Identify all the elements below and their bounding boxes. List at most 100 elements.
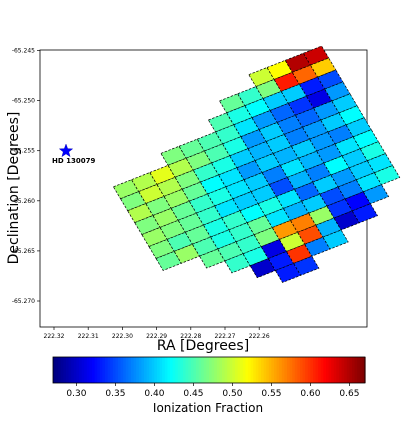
colorbar-segment [172, 357, 176, 383]
colorbar-segment [73, 357, 77, 383]
colorbar-segment [79, 357, 83, 383]
colorbar-segment [99, 357, 103, 383]
colorbar-segment [180, 357, 184, 383]
colorbar-tick-label: 0.50 [222, 389, 242, 399]
colorbar-segment [190, 357, 194, 383]
colorbar-segment [271, 357, 275, 383]
colorbar-segment [245, 357, 249, 383]
colorbar-segment [263, 357, 267, 383]
colorbar-segment [118, 357, 122, 383]
x-tick-label: 222.27 [215, 333, 236, 340]
colorbar-segment [227, 357, 231, 383]
colorbar-segment [131, 357, 135, 383]
colorbar-segment [349, 357, 353, 383]
colorbar-segment [107, 357, 111, 383]
colorbar-segment [66, 357, 70, 383]
colorbar-tick-label: 0.65 [339, 389, 359, 399]
colorbar-segment [167, 357, 171, 383]
colorbar-segment [216, 357, 220, 383]
colorbar-segment [352, 357, 356, 383]
grid-cell [362, 184, 390, 205]
colorbar-segment [102, 357, 106, 383]
colorbar-segment [183, 357, 187, 383]
y-tick-label: -65.255 [12, 148, 35, 155]
x-axis-label: RA [Degrees] [157, 338, 249, 354]
colorbar-segment [248, 357, 252, 383]
colorbar-segment [219, 357, 223, 383]
colorbar [52, 356, 366, 384]
colorbar-tick-label: 0.55 [261, 389, 281, 399]
colorbar-segment [297, 357, 301, 383]
y-ticks: -65.245 -65.250 -65.255 -65.260 -65.265 -65.2… [12, 48, 40, 305]
star-label: HD 130079 [52, 157, 95, 165]
colorbar-segment [237, 357, 241, 383]
colorbar-tick-label: 0.60 [300, 389, 320, 399]
colorbar-segment [357, 357, 361, 383]
colorbar-segment [94, 357, 98, 383]
colorbar-segment [281, 357, 285, 383]
colorbar-segment [346, 357, 350, 383]
colorbar-segment [214, 357, 218, 383]
grid-cell [351, 203, 379, 224]
colorbar-segment [97, 357, 101, 383]
colorbar-segment [235, 357, 239, 383]
colorbar-segment [284, 357, 288, 383]
colorbar-segment [206, 357, 210, 383]
colorbar-segment [344, 357, 348, 383]
colorbar-segment [292, 357, 296, 383]
colorbar-segment [336, 357, 340, 383]
colorbar-tick-label: 0.40 [144, 389, 164, 399]
colorbar-segment [354, 357, 358, 383]
colorbar-segment [287, 357, 291, 383]
colorbar-segment [224, 357, 228, 383]
colorbar-segment [55, 357, 59, 383]
grid-cell [322, 229, 349, 250]
colorbar-frame [52, 356, 366, 384]
colorbar-segment [151, 357, 155, 383]
colorbar-segment [177, 357, 181, 383]
colorbar-segment [63, 357, 67, 383]
colorbar-segment [274, 357, 278, 383]
colorbar-ticks: 0.30 0.35 0.40 0.45 0.50 0.55 0.60 0.65 [66, 383, 359, 399]
colorbar-segment [76, 357, 80, 383]
x-ticks: 222.32 222.31 222.30 222.29 222.28 222.27 222.… [44, 327, 270, 340]
colorbar-segment [157, 357, 161, 383]
heatmap-cells [112, 45, 401, 283]
y-tick-label: -65.245 [12, 48, 35, 55]
colorbar-segment [60, 357, 64, 383]
x-tick-label: 222.31 [78, 333, 99, 340]
colorbar-segment [359, 357, 363, 383]
colorbar-segment [185, 357, 189, 383]
colorbar-tick-label: 0.35 [105, 389, 125, 399]
colorbar-segment [276, 357, 280, 383]
colorbar-segment [289, 357, 293, 383]
colorbar-segment [250, 357, 254, 383]
colorbar-segment [323, 357, 327, 383]
x-tick-label: 222.26 [249, 333, 270, 340]
colorbar-segment [362, 357, 366, 383]
y-axis-label: Declination [Degrees] [6, 112, 22, 265]
colorbar-segment [162, 357, 166, 383]
x-tick-label: 222.32 [44, 333, 65, 340]
colorbar-segment [261, 357, 265, 383]
colorbar-segment [81, 357, 85, 383]
grid-cell [293, 255, 320, 276]
colorbar-segment [240, 357, 244, 383]
x-tick-label: 222.30 [112, 333, 133, 340]
colorbar-segment [133, 357, 137, 383]
colorbar-segment [333, 357, 337, 383]
colorbar-segment [300, 357, 304, 383]
colorbar-segment [84, 357, 88, 383]
colorbar-segment [255, 357, 259, 383]
colorbar-tick-label: 0.45 [183, 389, 203, 399]
colorbar-segment [313, 357, 317, 383]
y-tick-label: -65.260 [12, 198, 35, 205]
colorbar-segment [53, 357, 57, 383]
colorbar-segment [331, 357, 335, 383]
colorbar-segment [68, 357, 72, 383]
colorbar-segment [305, 357, 309, 383]
colorbar-segment [86, 357, 90, 383]
x-tick-label: 222.29 [146, 333, 167, 340]
colorbar-segment [341, 357, 345, 383]
colorbar-segment [193, 357, 197, 383]
